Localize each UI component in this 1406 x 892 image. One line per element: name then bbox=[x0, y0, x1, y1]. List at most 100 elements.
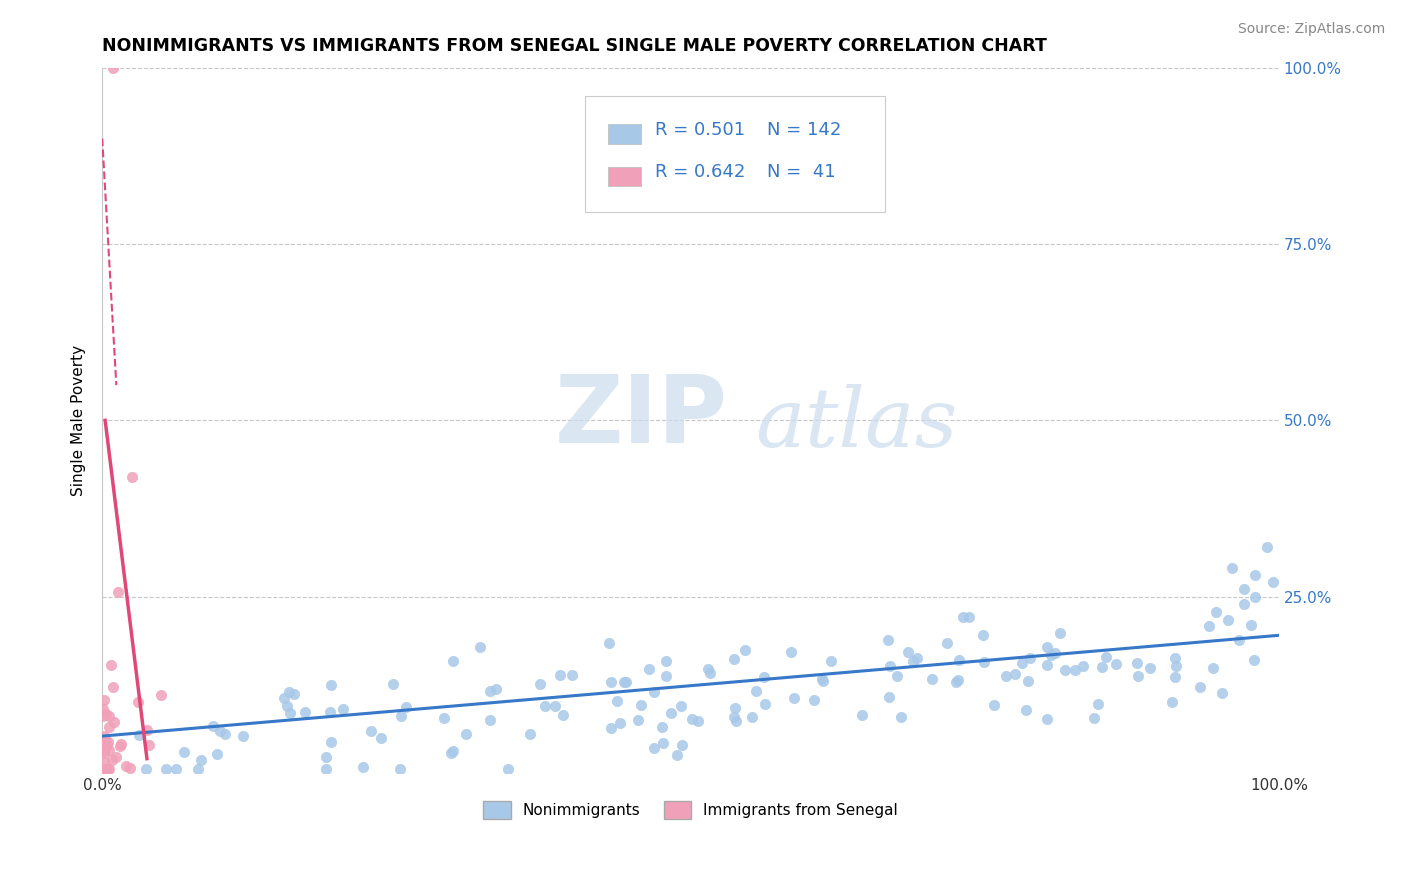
Point bbox=[948, 653, 970, 667]
Point bbox=[1198, 619, 1220, 633]
Point bbox=[155, 762, 177, 776]
Point bbox=[681, 712, 703, 726]
Point bbox=[100, 657, 122, 672]
Text: atlas: atlas bbox=[755, 384, 957, 464]
Point bbox=[360, 723, 382, 738]
Point bbox=[994, 669, 1017, 683]
Point bbox=[627, 713, 650, 727]
Point bbox=[1244, 590, 1267, 604]
Point bbox=[96, 737, 118, 751]
Point bbox=[1040, 648, 1063, 663]
Point bbox=[389, 709, 412, 723]
Text: ZIP: ZIP bbox=[555, 371, 728, 463]
Point bbox=[652, 736, 675, 750]
Point bbox=[98, 720, 121, 734]
Point bbox=[441, 654, 464, 668]
Point bbox=[315, 762, 337, 776]
Point bbox=[957, 609, 980, 624]
Point bbox=[921, 672, 943, 686]
Point bbox=[1139, 661, 1161, 675]
Point bbox=[1095, 649, 1118, 664]
Point bbox=[638, 662, 661, 676]
Point bbox=[780, 645, 803, 659]
Point bbox=[561, 667, 583, 681]
Point bbox=[276, 698, 298, 713]
Point bbox=[370, 731, 392, 745]
Point bbox=[433, 711, 456, 725]
Point bbox=[1128, 669, 1150, 683]
Point bbox=[614, 674, 637, 689]
Point bbox=[669, 699, 692, 714]
Point bbox=[283, 687, 305, 701]
Point bbox=[752, 670, 775, 684]
Point bbox=[94, 707, 117, 722]
Point bbox=[232, 729, 254, 743]
Point bbox=[93, 741, 115, 756]
Point bbox=[101, 680, 124, 694]
Point bbox=[94, 731, 117, 746]
Point bbox=[671, 738, 693, 752]
Point bbox=[98, 762, 121, 776]
Point bbox=[94, 762, 117, 776]
Point bbox=[936, 636, 959, 650]
Point bbox=[1126, 657, 1149, 671]
Point bbox=[1004, 667, 1026, 681]
Point bbox=[598, 636, 620, 650]
Point bbox=[661, 706, 683, 720]
Point bbox=[318, 705, 340, 719]
Point bbox=[470, 640, 492, 655]
Point bbox=[1244, 568, 1267, 582]
Text: R = 0.501: R = 0.501 bbox=[655, 121, 745, 139]
Point bbox=[983, 698, 1005, 713]
Point bbox=[1035, 712, 1057, 726]
Point bbox=[479, 684, 502, 698]
Point bbox=[820, 654, 842, 668]
Text: N =  41: N = 41 bbox=[768, 163, 835, 181]
Point bbox=[395, 699, 418, 714]
FancyBboxPatch shape bbox=[585, 96, 884, 212]
Point bbox=[724, 701, 747, 715]
Point bbox=[165, 762, 187, 776]
Point bbox=[110, 737, 132, 751]
Point bbox=[114, 758, 136, 772]
Point bbox=[643, 684, 665, 698]
Point bbox=[332, 702, 354, 716]
Point bbox=[811, 672, 834, 686]
Point bbox=[104, 750, 127, 764]
Point bbox=[485, 682, 508, 697]
Point bbox=[382, 677, 405, 691]
Point bbox=[1211, 686, 1233, 700]
Point bbox=[811, 674, 834, 689]
Point bbox=[803, 693, 825, 707]
Point bbox=[478, 713, 501, 727]
Point bbox=[93, 744, 115, 758]
Point bbox=[319, 735, 342, 749]
Point bbox=[128, 728, 150, 742]
Point bbox=[952, 610, 974, 624]
Point bbox=[723, 652, 745, 666]
Point bbox=[741, 710, 763, 724]
Point bbox=[187, 762, 209, 776]
Point bbox=[103, 715, 125, 730]
Point bbox=[278, 706, 301, 720]
Legend: Nonimmigrants, Immigrants from Senegal: Nonimmigrants, Immigrants from Senegal bbox=[477, 795, 904, 825]
Point bbox=[93, 730, 115, 744]
Point bbox=[101, 61, 124, 75]
Point bbox=[315, 750, 337, 764]
Point bbox=[441, 744, 464, 758]
Point bbox=[699, 666, 721, 681]
Point bbox=[945, 675, 967, 690]
Point bbox=[1036, 657, 1059, 672]
Point bbox=[734, 643, 756, 657]
Point bbox=[93, 693, 115, 707]
Point bbox=[1161, 695, 1184, 709]
Point bbox=[1164, 651, 1187, 665]
Point bbox=[697, 662, 720, 676]
Point bbox=[606, 693, 628, 707]
Point bbox=[205, 747, 228, 761]
Point bbox=[93, 746, 115, 760]
Point bbox=[655, 654, 678, 668]
Text: Source: ZipAtlas.com: Source: ZipAtlas.com bbox=[1237, 22, 1385, 37]
Point bbox=[1261, 575, 1284, 590]
FancyBboxPatch shape bbox=[609, 167, 641, 186]
